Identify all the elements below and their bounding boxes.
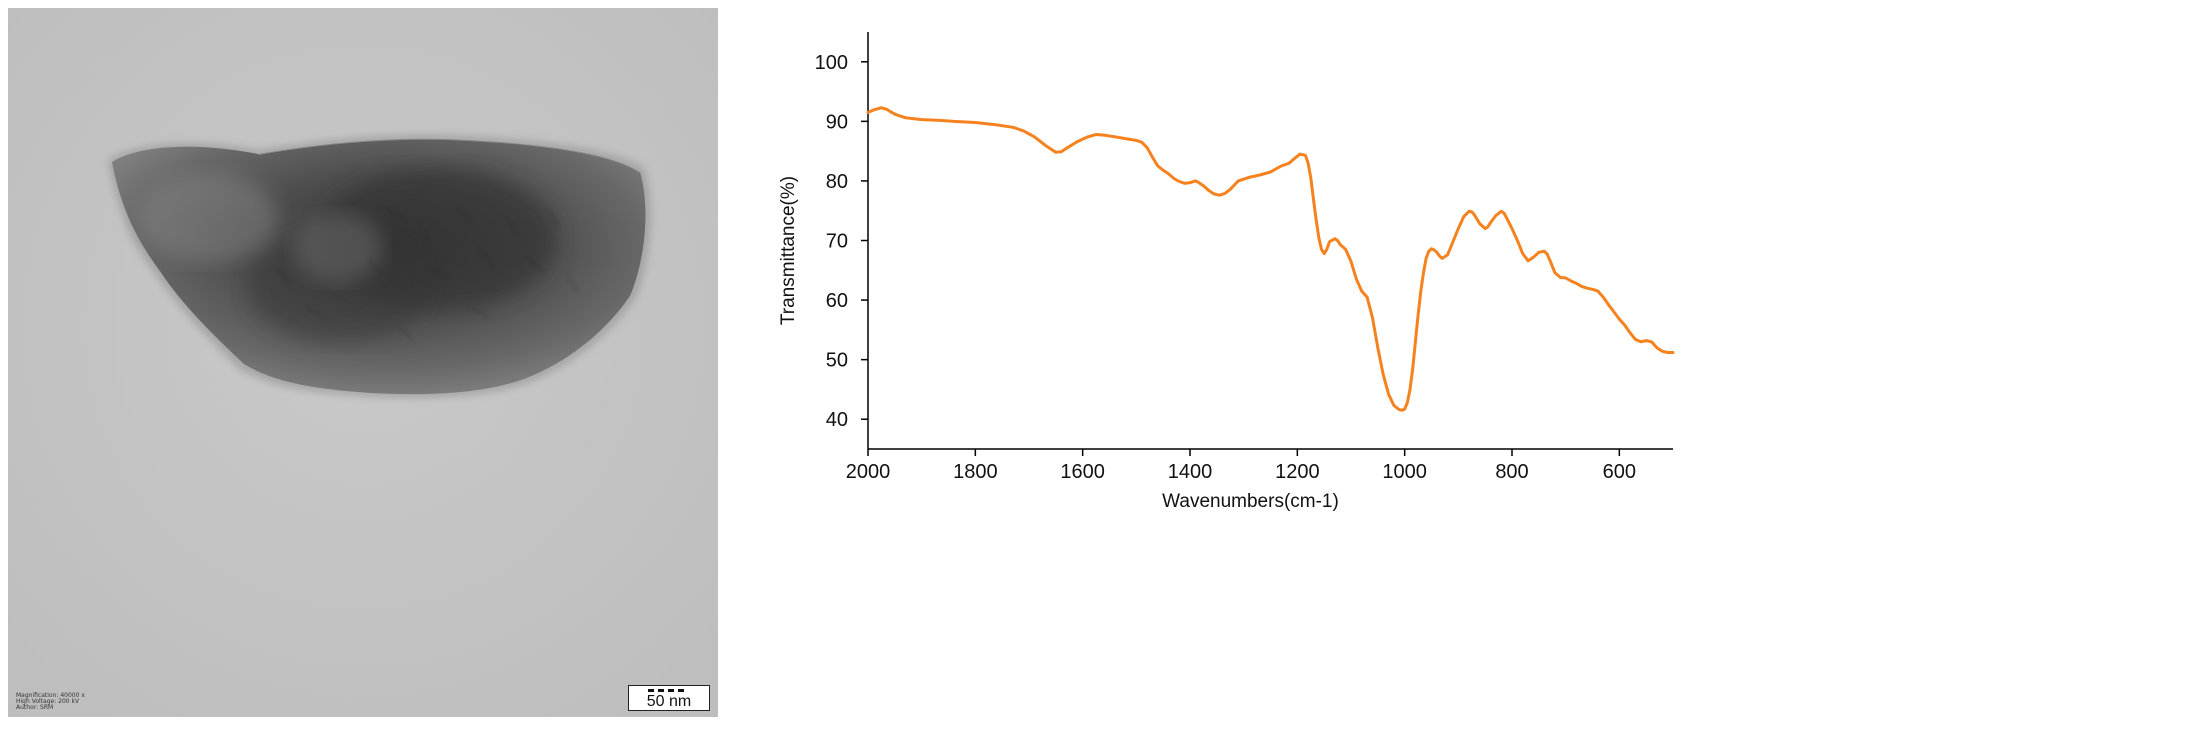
y-tick-label: 100 (815, 52, 848, 74)
ftir-chart: 40 50 60 70 80 90 100 2000 1800 1600 1400 1200 1000 8… (760, 0, 2201, 726)
chart-ticks: 40 50 60 70 80 90 100 2000 1800 1600 1400 1200 1000 8… (815, 52, 1636, 483)
x-tick-label: 1600 (1060, 461, 1105, 483)
chart-axes (867, 32, 1673, 450)
x-tick-label: 600 (1603, 461, 1636, 483)
x-axis-label: Wavenumbers(cm-1) (1162, 491, 1339, 512)
particle-lighter-region-2 (293, 213, 383, 283)
x-tick-label: 1000 (1382, 461, 1427, 483)
y-tick-label: 60 (826, 290, 848, 312)
x-tick-label: 2000 (846, 461, 891, 483)
x-tick-label: 1400 (1168, 461, 1213, 483)
y-axis-label: Transmittance(%) (778, 176, 799, 325)
particle-edge-highlight (257, 137, 641, 173)
metadata-magnification: Magnification: 40000 x (16, 692, 85, 699)
x-tick-label: 1200 (1275, 461, 1320, 483)
scale-bar: 50 nm (628, 685, 710, 711)
particle-texture (277, 207, 579, 339)
metadata-high-voltage: High Voltage: 200 kV (16, 698, 80, 705)
y-tick-label: 70 (826, 231, 848, 253)
particle-lighter-region (138, 173, 278, 263)
ftir-chart-svg: 40 50 60 70 80 90 100 2000 1800 1600 1400 1200 1000 8… (778, 32, 1675, 512)
tem-image-svg (8, 8, 718, 717)
particle-core-dark-2 (248, 233, 428, 343)
series-line-transmittance (866, 106, 1675, 412)
y-tick-label: 80 (826, 171, 848, 193)
scale-bar-line (648, 689, 684, 692)
tem-metadata: Magnification: 40000 x High Voltage: 200… (16, 693, 85, 711)
metadata-author: Author: SRM (16, 704, 54, 711)
x-tick-label: 800 (1495, 461, 1528, 483)
tem-micrograph: Magnification: 40000 x High Voltage: 200… (8, 8, 718, 717)
y-tick-label: 50 (826, 350, 848, 372)
y-tick-label: 90 (826, 111, 848, 133)
scale-bar-label: 50 nm (646, 693, 692, 710)
x-tick-label: 1800 (953, 461, 998, 483)
y-tick-label: 40 (826, 409, 848, 431)
